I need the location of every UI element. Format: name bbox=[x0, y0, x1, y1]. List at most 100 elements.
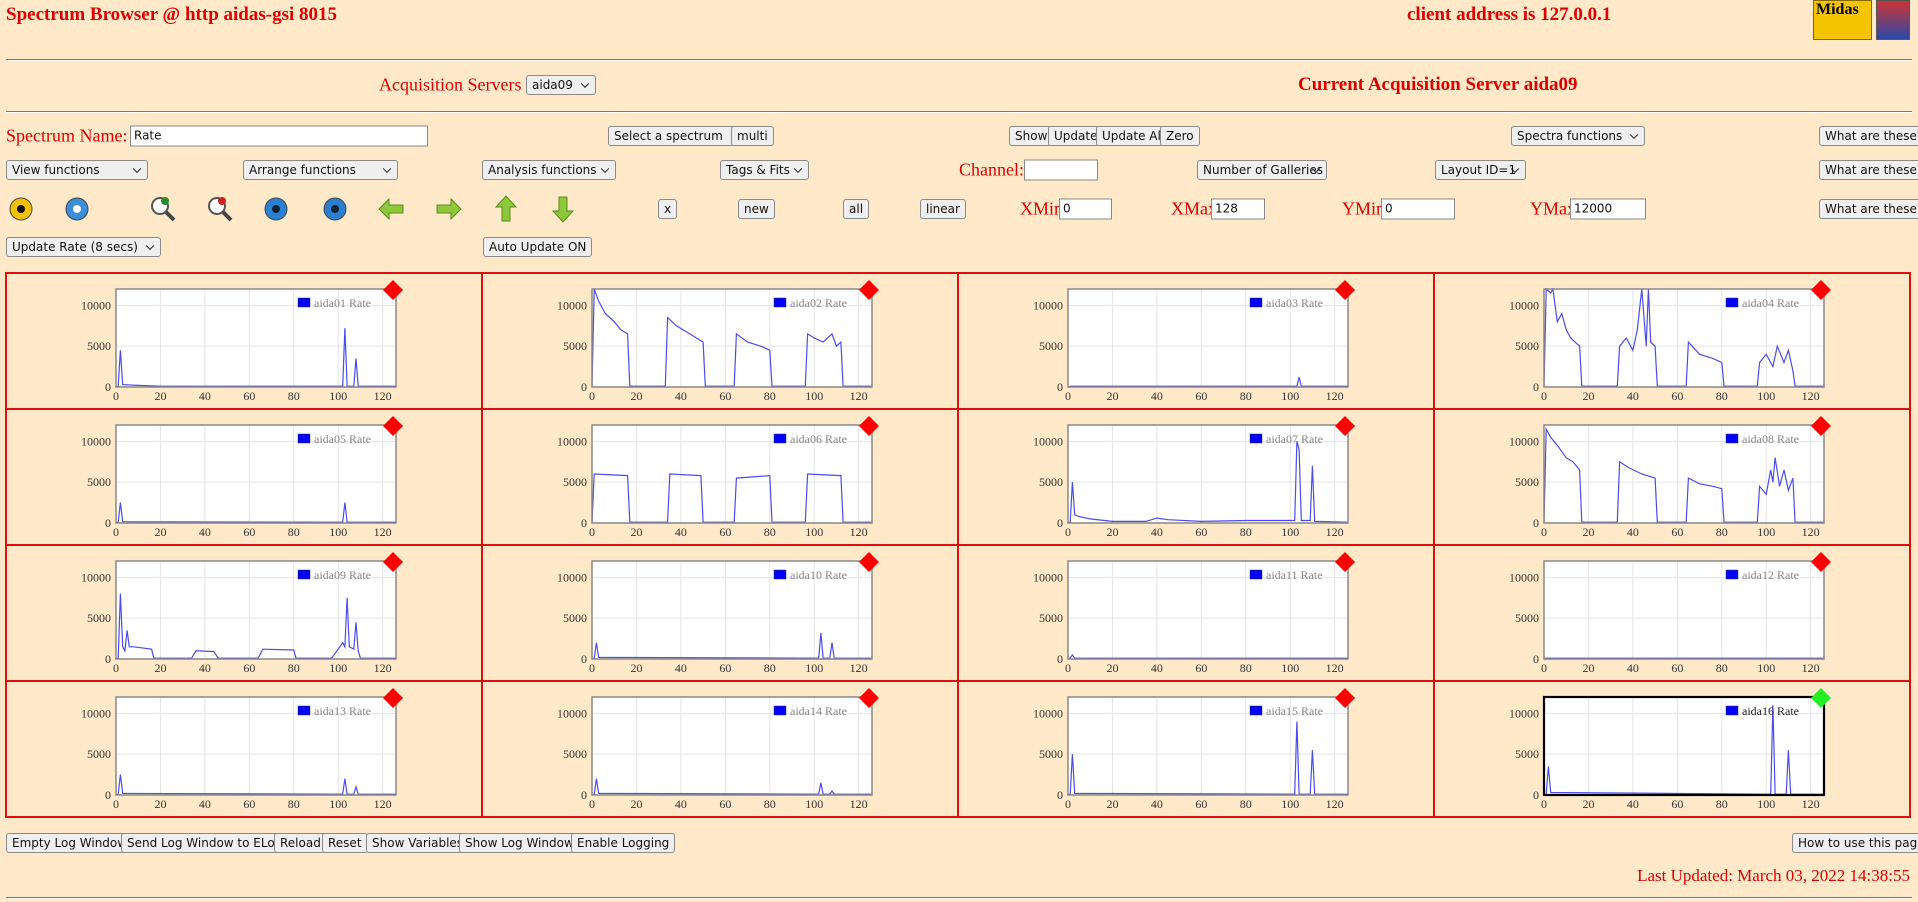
toolbar-icon[interactable] bbox=[208, 197, 233, 222]
status-marker[interactable] bbox=[1335, 280, 1355, 300]
status-marker[interactable] bbox=[1811, 416, 1831, 436]
x-tick-label: 0 bbox=[1541, 797, 1547, 811]
x-tick-label: 80 bbox=[288, 389, 300, 403]
status-marker[interactable] bbox=[859, 552, 879, 572]
toolbar-icon[interactable] bbox=[551, 196, 575, 223]
x-tick-label: 20 bbox=[1582, 389, 1594, 403]
button[interactable]: multi bbox=[731, 126, 774, 146]
spectrum-input[interactable]: Rate bbox=[130, 125, 428, 147]
functions-select[interactable]: Analysis functions bbox=[482, 160, 616, 180]
toolbar-icon[interactable] bbox=[436, 197, 462, 221]
status-marker[interactable] bbox=[1335, 688, 1355, 708]
y-tick-label: 10000 bbox=[557, 570, 587, 584]
field-label: YMin bbox=[1342, 198, 1386, 219]
help-button[interactable]: What are these? bbox=[1819, 160, 1918, 180]
x-tick-label: 60 bbox=[719, 525, 731, 539]
y-tick-label: 10000 bbox=[1033, 706, 1063, 720]
button[interactable]: Update bbox=[1048, 126, 1104, 146]
plot-border bbox=[1543, 288, 1825, 388]
toolbar-icon[interactable] bbox=[378, 197, 404, 221]
x-tick-label: 0 bbox=[1065, 389, 1071, 403]
legend-label: aida03 Rate bbox=[1266, 296, 1323, 310]
button[interactable]: Enable Logging bbox=[571, 833, 676, 853]
help-button[interactable]: How to use this page bbox=[1792, 833, 1918, 853]
status-marker[interactable] bbox=[1335, 416, 1355, 436]
layout-select[interactable]: Number of Galleries bbox=[1197, 160, 1327, 180]
status-marker[interactable] bbox=[1811, 280, 1831, 300]
status-marker[interactable] bbox=[859, 688, 879, 708]
functions-select[interactable]: Tags & Fits bbox=[720, 160, 809, 180]
button[interactable]: Zero bbox=[1160, 126, 1200, 146]
button[interactable]: all bbox=[843, 199, 870, 219]
legend-label: aida05 Rate bbox=[314, 432, 371, 446]
button[interactable]: linear bbox=[920, 199, 966, 219]
legend-label: aida08 Rate bbox=[1742, 432, 1799, 446]
x-tick-label: 60 bbox=[719, 389, 731, 403]
functions-select[interactable]: View functions bbox=[6, 160, 148, 180]
x-tick-label: 40 bbox=[199, 525, 211, 539]
x-tick-label: 0 bbox=[1541, 525, 1547, 539]
button[interactable]: x bbox=[658, 199, 678, 219]
button[interactable]: Empty Log Window bbox=[6, 833, 134, 853]
x-tick-label: 80 bbox=[288, 661, 300, 675]
x-tick-label: 60 bbox=[1671, 389, 1683, 403]
help-button[interactable]: What are these? bbox=[1819, 199, 1918, 219]
spectrum-select[interactable]: Select a spectrum bbox=[608, 126, 746, 146]
x-tick-label: 60 bbox=[719, 661, 731, 675]
status-marker[interactable] bbox=[383, 416, 403, 436]
field-input[interactable]: 12000 bbox=[1570, 198, 1646, 220]
toolbar-icon[interactable] bbox=[151, 197, 176, 222]
toolbar-icon[interactable] bbox=[494, 195, 518, 222]
button[interactable]: Show Log Window bbox=[459, 833, 580, 853]
x-tick-label: 20 bbox=[154, 389, 166, 403]
x-tick-label: 60 bbox=[1195, 661, 1207, 675]
toolbar-icon[interactable] bbox=[65, 197, 89, 221]
button[interactable]: Reload bbox=[274, 833, 327, 853]
x-tick-label: 20 bbox=[630, 525, 642, 539]
toolbar-icon[interactable] bbox=[9, 197, 33, 221]
functions-select[interactable]: Arrange functions bbox=[243, 160, 398, 180]
x-tick-label: 40 bbox=[199, 661, 211, 675]
icon-shape bbox=[73, 205, 81, 213]
icon-shape bbox=[436, 197, 462, 221]
x-tick-label: 100 bbox=[1757, 661, 1775, 675]
button[interactable]: Auto Update ON bbox=[483, 237, 593, 257]
status-marker[interactable] bbox=[859, 280, 879, 300]
legend-swatch bbox=[1249, 297, 1263, 308]
legend-swatch bbox=[773, 433, 787, 444]
server-select[interactable]: aida09 bbox=[526, 75, 596, 95]
x-tick-label: 120 bbox=[374, 389, 392, 403]
y-tick-label: 10000 bbox=[557, 706, 587, 720]
y-tick-label: 0 bbox=[1057, 652, 1063, 666]
button[interactable]: Update All bbox=[1096, 126, 1171, 146]
field-input[interactable]: 0 bbox=[1381, 198, 1455, 220]
functions-select[interactable]: Spectra functions bbox=[1511, 126, 1646, 146]
status-marker[interactable] bbox=[1811, 688, 1831, 708]
field-input[interactable]: 128 bbox=[1211, 198, 1265, 220]
plot-border bbox=[1067, 696, 1349, 796]
toolbar-icon[interactable] bbox=[264, 197, 288, 221]
status-marker[interactable] bbox=[383, 552, 403, 572]
legend-label: aida09 Rate bbox=[314, 568, 371, 582]
x-tick-label: 60 bbox=[243, 525, 255, 539]
field-input[interactable]: 0 bbox=[1059, 198, 1112, 220]
button[interactable]: Send Log Window to ELog bbox=[121, 833, 289, 853]
button[interactable]: Show bbox=[1009, 126, 1054, 146]
button[interactable]: Show Variables bbox=[366, 833, 470, 853]
button[interactable]: Reset bbox=[322, 833, 368, 853]
status-marker[interactable] bbox=[383, 280, 403, 300]
status-marker[interactable] bbox=[859, 416, 879, 436]
y-tick-label: 0 bbox=[581, 380, 587, 394]
help-button[interactable]: What are these? bbox=[1819, 126, 1918, 146]
status-marker[interactable] bbox=[1811, 552, 1831, 572]
button[interactable]: new bbox=[738, 199, 775, 219]
layout-select[interactable]: Layout ID=1 bbox=[1435, 160, 1526, 180]
rate-select[interactable]: Update Rate (8 secs) bbox=[6, 237, 161, 257]
x-tick-label: 60 bbox=[1195, 525, 1207, 539]
toolbar-icon[interactable] bbox=[323, 197, 347, 221]
status-marker[interactable] bbox=[383, 688, 403, 708]
channel-input[interactable] bbox=[1024, 159, 1098, 181]
y-tick-label: 5000 bbox=[1515, 747, 1539, 761]
status-marker[interactable] bbox=[1335, 552, 1355, 572]
